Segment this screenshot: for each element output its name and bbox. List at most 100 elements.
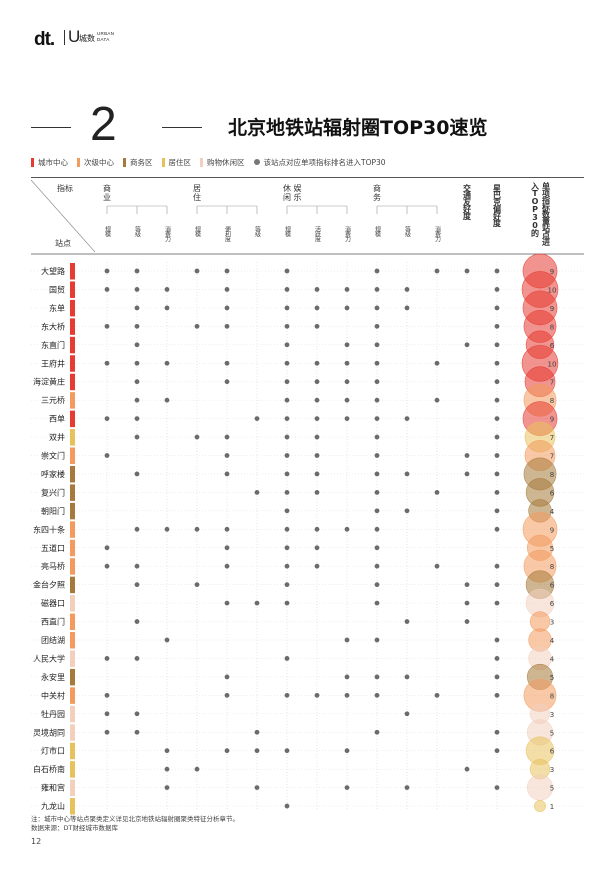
column-header: 规模: [104, 225, 111, 238]
top30-dot: [404, 619, 410, 624]
top30-dot: [284, 656, 290, 661]
top30-dot: [494, 748, 500, 754]
top30-dot: [164, 526, 170, 532]
top30-dot: [404, 416, 410, 421]
top30-dot: [224, 526, 230, 532]
category-bar: [70, 595, 75, 612]
urban-data-logo: U: [68, 27, 81, 46]
station-label: 人民大学: [33, 653, 65, 663]
count-label: 9: [550, 526, 554, 534]
count-label: 3: [550, 619, 554, 627]
group-label-1: 居: [193, 184, 201, 193]
top30-dot: [374, 563, 380, 569]
category-bar: [70, 502, 75, 520]
legend-swatch: [200, 157, 203, 167]
count-header-line-2: 入TOP30的: [531, 182, 540, 238]
top30-dot: [224, 748, 230, 754]
top30-dot: [404, 785, 410, 790]
count-label: 5: [550, 674, 554, 682]
station-label: 金台夕照: [33, 580, 65, 590]
category-bar: [70, 373, 75, 391]
top30-dot: [314, 545, 320, 551]
top30-dot: [314, 563, 320, 569]
dt-logo: dt.: [34, 29, 55, 50]
legend-dot-icon: [253, 159, 260, 165]
category-bar: [70, 447, 75, 464]
top30-dot: [224, 268, 230, 274]
top30-dot: [164, 785, 170, 790]
section-rule-right: [162, 127, 202, 128]
top30-dot: [344, 748, 350, 754]
station-label: 五道口: [41, 543, 65, 553]
station-label: 双井: [49, 432, 65, 442]
top30-dot: [374, 323, 380, 329]
top30-dot: [374, 379, 380, 385]
top30-dot: [464, 766, 470, 772]
category-bar: [70, 539, 75, 557]
top30-dot: [104, 453, 110, 458]
top30-dot: [224, 600, 230, 606]
count-label: 3: [550, 766, 554, 774]
top30-dot: [164, 360, 170, 366]
legend: 城市中心 次级中心 商务区 居住区 购物休闲区 该站点对应单项指标排名进入TOP…: [31, 155, 395, 169]
top30-dot: [494, 600, 500, 606]
top30-dot: [284, 508, 290, 514]
top30-dot: [134, 416, 140, 421]
top30-dot: [134, 526, 140, 532]
station-label: 团结湖: [41, 635, 65, 645]
top30-dot: [224, 563, 230, 569]
legend-item-city-center: 城市中心: [31, 157, 68, 168]
count-bubble: [534, 800, 546, 813]
top30-dot: [344, 692, 350, 698]
count-label: 6: [550, 489, 555, 497]
legend-item-sub-center: 次级中心: [77, 157, 114, 168]
group-label-0: 业: [103, 192, 111, 202]
top30-dot: [164, 748, 170, 754]
top30-dot: [134, 563, 140, 569]
top30-dot: [134, 434, 140, 440]
top30-dot: [104, 729, 110, 735]
count-label: 8: [550, 471, 554, 479]
station-label: 白石桥南: [33, 764, 65, 774]
top30-dot: [134, 360, 140, 366]
category-bar: [70, 798, 75, 815]
top30-dot: [314, 416, 320, 421]
top30-dot: [374, 471, 380, 477]
column-header: 消费力: [434, 225, 441, 243]
top30-dot: [284, 416, 290, 421]
category-bar: [70, 632, 75, 649]
legend-label: 商务区: [130, 157, 153, 167]
top30-dot: [224, 323, 230, 329]
station-label: 灵境胡同: [33, 727, 65, 737]
top30-dot: [494, 637, 500, 643]
legend-label: 购物休闲区: [207, 157, 245, 167]
urban-data-logo-cn: 城数: [79, 34, 95, 43]
station-label: 雍和宫: [41, 783, 65, 793]
top30-dot: [434, 563, 440, 569]
top30-dot: [254, 729, 260, 735]
top30-dot: [164, 766, 170, 772]
column-header: 等级: [134, 225, 141, 238]
top30-dot: [254, 785, 260, 790]
category-bar: [70, 613, 75, 631]
top30-dot: [224, 360, 230, 366]
top30-dot: [284, 803, 290, 809]
top30-dot: [284, 287, 290, 292]
logo-divider: [64, 30, 65, 45]
column-header: 等级: [254, 225, 261, 238]
top30-dot: [194, 766, 200, 772]
category-bar: [70, 724, 75, 741]
station-label: 牡丹园: [41, 709, 65, 719]
station-label: 西单: [49, 414, 65, 424]
top30-dot: [254, 416, 260, 421]
top30-dot: [134, 268, 140, 274]
count-label: 6: [550, 582, 555, 590]
top30-dot: [494, 453, 500, 458]
category-bar: [70, 318, 75, 335]
station-label: 灯市口: [41, 746, 65, 756]
section-rule-left: [31, 127, 71, 128]
corner-diagonal: [30, 179, 96, 253]
top30-dot: [494, 526, 500, 532]
top30-dot: [284, 526, 290, 532]
top30-dot: [464, 619, 470, 624]
